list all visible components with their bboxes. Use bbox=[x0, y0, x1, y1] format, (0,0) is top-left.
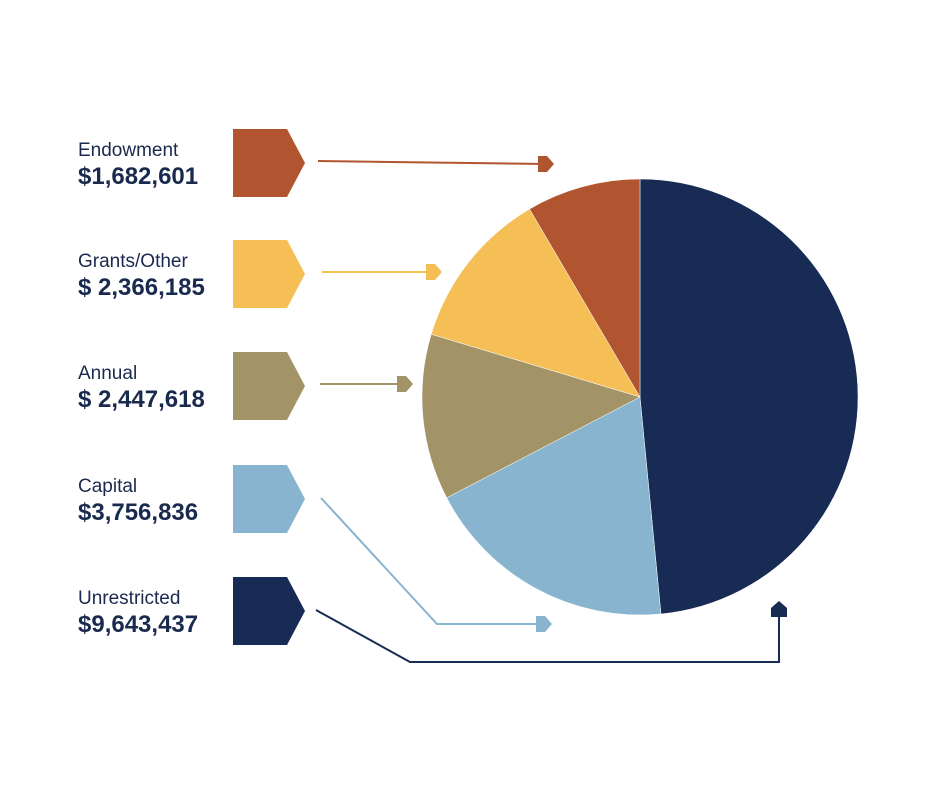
legend-label: Unrestricted bbox=[78, 588, 180, 609]
pie-slice-capital bbox=[446, 396, 662, 616]
legend-item-grants-other: Grants/Other$ 2,366,185 bbox=[78, 240, 305, 308]
legend-value: $ 2,366,185 bbox=[78, 274, 205, 301]
legend-value: $9,643,437 bbox=[78, 611, 198, 638]
legend-label: Grants/Other bbox=[78, 251, 188, 272]
legend-value: $3,756,836 bbox=[78, 499, 198, 526]
legend-marker bbox=[233, 465, 305, 533]
legend-label: Endowment bbox=[78, 140, 179, 161]
pie-slices bbox=[421, 178, 859, 616]
pie-slice-unrestricted bbox=[639, 178, 859, 615]
legend-item-endowment: Endowment$1,682,601 bbox=[78, 129, 305, 197]
legend-marker bbox=[233, 577, 305, 645]
legend-item-annual: Annual$ 2,447,618 bbox=[78, 352, 305, 420]
legend-value: $ 2,447,618 bbox=[78, 386, 205, 413]
legend-label: Annual bbox=[78, 363, 137, 384]
legend-marker bbox=[233, 129, 305, 197]
legend-marker bbox=[233, 240, 305, 308]
connector-unrestricted bbox=[315, 601, 787, 663]
connector-grants-other bbox=[322, 264, 442, 280]
connector-endowment bbox=[317, 156, 554, 172]
connector-capital bbox=[320, 497, 552, 632]
legend-marker bbox=[233, 352, 305, 420]
legend-value: $1,682,601 bbox=[78, 163, 198, 190]
legend: Endowment$1,682,601 Grants/Other$ 2,366,1… bbox=[78, 129, 305, 645]
pie-slice-endowment bbox=[529, 178, 641, 398]
legend-item-unrestricted: Unrestricted$9,643,437 bbox=[78, 577, 305, 645]
legend-item-capital: Capital$3,756,836 bbox=[78, 465, 305, 533]
pie-slice-annual bbox=[421, 333, 641, 499]
pie-slice-grants-other bbox=[430, 208, 641, 398]
legend-label: Capital bbox=[78, 476, 137, 497]
connector-annual bbox=[320, 376, 413, 392]
legend-connectors bbox=[315, 156, 787, 663]
